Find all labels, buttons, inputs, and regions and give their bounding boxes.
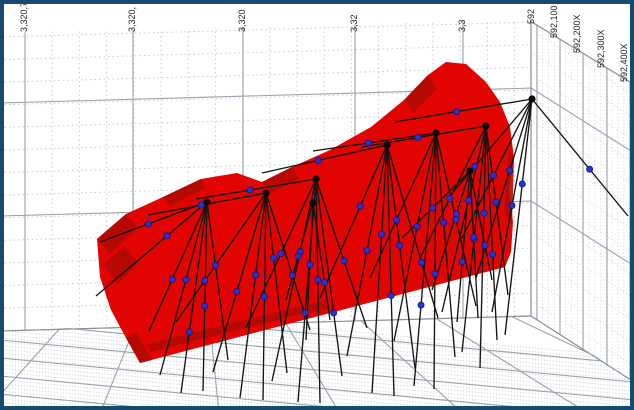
floor-grid	[0, 315, 634, 410]
collar-points	[203, 95, 536, 207]
y-axis-tick-label: 3,32	[349, 14, 359, 32]
x-axis-tick-label: 592,400X	[619, 43, 629, 82]
direction-markers	[144, 108, 594, 336]
x-axis-tick-label: 592,200X	[572, 14, 582, 53]
drillhole-traces	[95, 98, 629, 404]
y-axis-tick-label: 3,3	[457, 19, 467, 32]
y-axis-tick-label: 3,320,	[127, 6, 137, 32]
x-axis-tick-label: 592	[526, 8, 536, 24]
y-axis-tick-label: 3,320	[237, 9, 247, 32]
x-axis-tick-label: 592,100	[549, 5, 559, 38]
y-axis-tick-label: 3,320,7	[19, 1, 29, 32]
x-axis-tick-label: 592,300X	[596, 29, 606, 68]
